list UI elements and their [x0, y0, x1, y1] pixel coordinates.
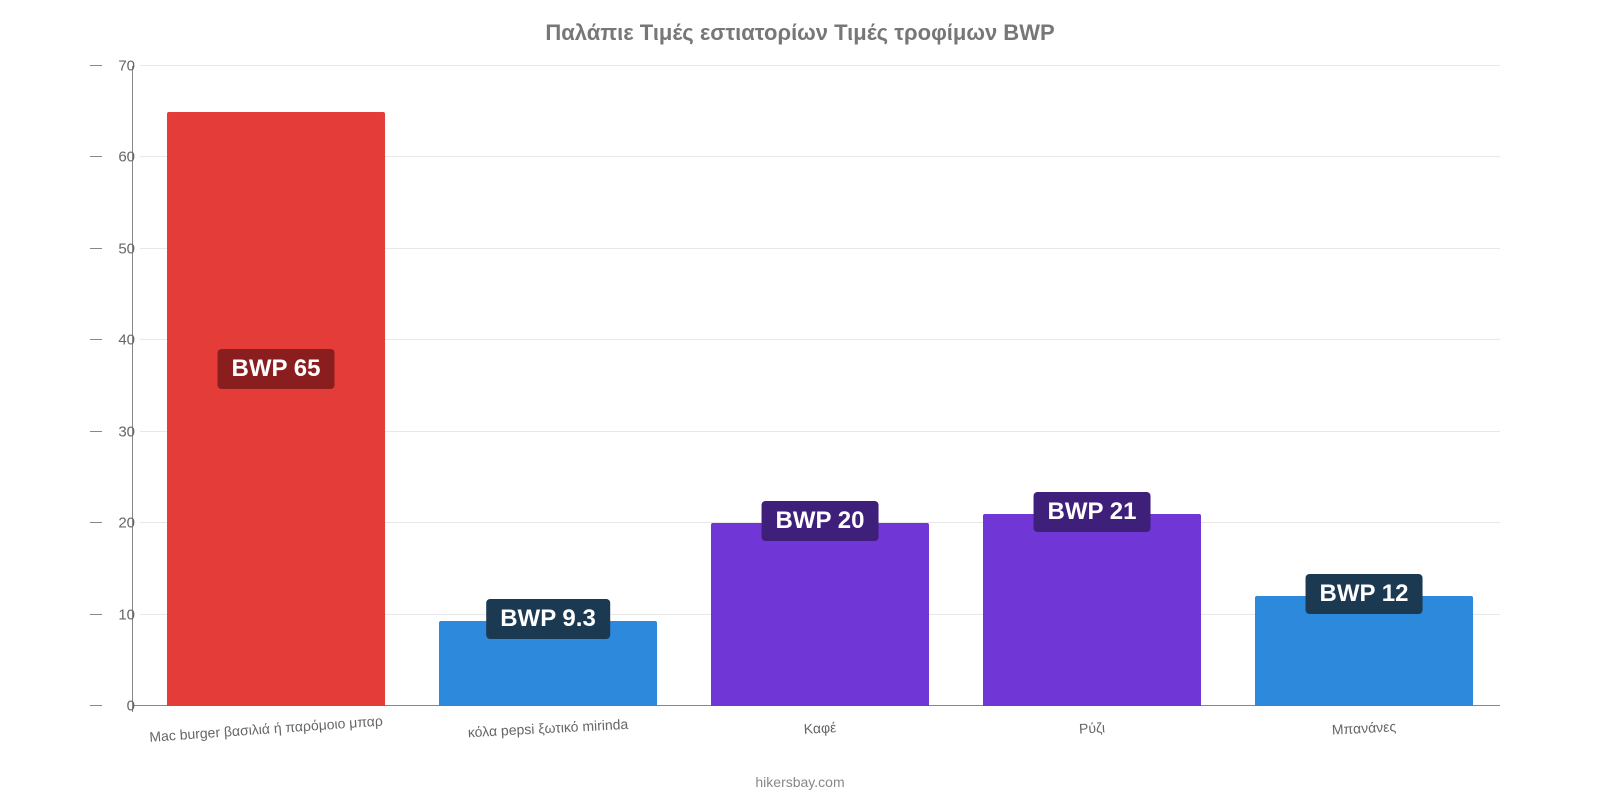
bars-area: BWP 65 BWP 9.3 BWP 20 BWP 21 BWP 12: [140, 66, 1500, 706]
attribution-text: hikersbay.com: [755, 774, 844, 790]
y-tick-mark: [90, 339, 102, 340]
bar: BWP 20: [711, 523, 929, 706]
y-tick-mark: [90, 705, 102, 706]
x-axis-label: Ρύζι: [956, 713, 1228, 743]
bar-value-label: BWP 21: [1034, 492, 1151, 532]
y-axis: 010203040506070: [95, 66, 135, 706]
bar: BWP 9.3: [439, 621, 657, 706]
y-tick-mark: [90, 522, 102, 523]
y-tick-mark: [90, 65, 102, 66]
bar-value-label: BWP 9.3: [486, 599, 610, 639]
y-tick-label: 30: [95, 423, 135, 440]
y-tick-label: 40: [95, 332, 135, 349]
y-tick-mark: [90, 431, 102, 432]
bar: BWP 65: [167, 112, 385, 706]
x-axis-label: Mac burger βασιλιά ή παρόμοιο μπαρ: [130, 711, 402, 746]
y-tick-mark: [90, 156, 102, 157]
y-tick-label: 50: [95, 240, 135, 257]
bar-wrapper: BWP 65: [140, 66, 412, 706]
x-axis-label: κόλα pepsi ξωτικό mirinda: [412, 713, 684, 743]
y-tick-mark: [90, 248, 102, 249]
y-tick-label: 60: [95, 149, 135, 166]
bar-wrapper: BWP 12: [1228, 66, 1500, 706]
plot-area: 010203040506070 BWP 65BWP 9.3BWP 20BWP 2…: [140, 66, 1500, 706]
y-tick-label: 0: [95, 698, 135, 715]
chart-container: Παλάπιε Τιμές εστιατορίων Τιμές τροφίμων…: [0, 0, 1600, 800]
bar-wrapper: BWP 9.3: [412, 66, 684, 706]
bar-value-label: BWP 65: [218, 349, 335, 389]
bar: BWP 21: [983, 514, 1201, 706]
bar-wrapper: BWP 20: [684, 66, 956, 706]
y-tick-label: 10: [95, 606, 135, 623]
x-axis-labels: Mac burger βασιλιά ή παρόμοιο μπαρκόλα p…: [140, 720, 1500, 736]
bar-value-label: BWP 12: [1306, 574, 1423, 614]
x-axis-label: Καφέ: [684, 713, 956, 743]
y-tick-mark: [90, 614, 102, 615]
x-axis-label: Μπανάνες: [1228, 713, 1500, 743]
chart-title: Παλάπιε Τιμές εστιατορίων Τιμές τροφίμων…: [60, 20, 1540, 46]
bar-wrapper: BWP 21: [956, 66, 1228, 706]
y-tick-label: 20: [95, 515, 135, 532]
y-tick-label: 70: [95, 58, 135, 75]
bar: BWP 12: [1255, 596, 1473, 706]
bar-value-label: BWP 20: [762, 501, 879, 541]
